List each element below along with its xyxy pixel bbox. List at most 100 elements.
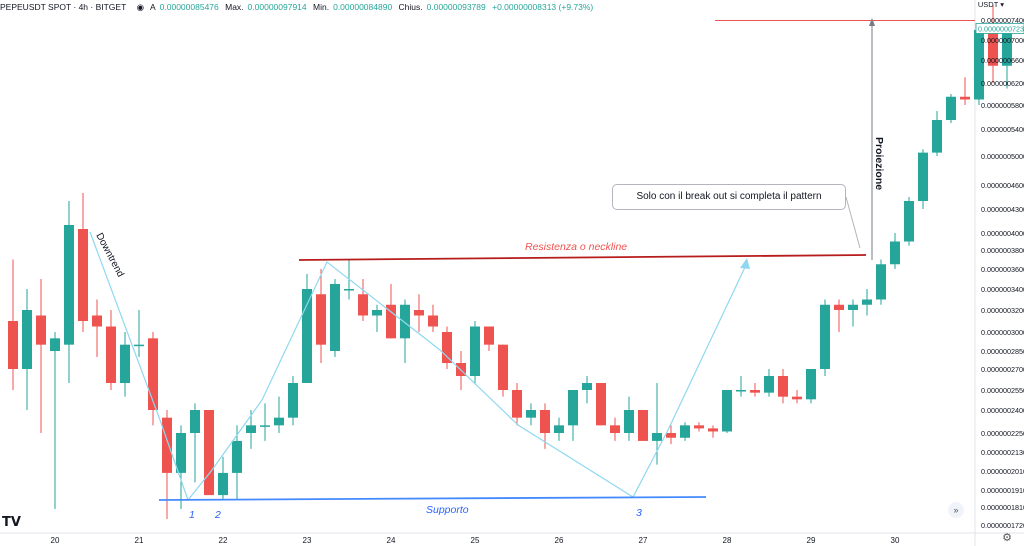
time-tick-label: 26 — [555, 536, 564, 545]
candle-body[interactable] — [162, 417, 172, 473]
candle-body[interactable] — [288, 383, 298, 418]
price-tick-label: 0.0000006600 — [981, 56, 1024, 65]
candle-body[interactable] — [778, 376, 788, 397]
price-tick-label: 0.0000002250 — [981, 429, 1024, 438]
candle-body[interactable] — [764, 376, 774, 393]
candle-body[interactable] — [960, 96, 970, 100]
close-value: 0.00000093789 — [426, 2, 486, 12]
candle-body[interactable] — [470, 326, 480, 377]
candle-body[interactable] — [330, 284, 340, 351]
candle-body[interactable] — [190, 410, 200, 433]
price-tick-label: 0.0000003400 — [981, 285, 1024, 294]
candle-body[interactable] — [904, 201, 914, 242]
candle-body[interactable] — [820, 304, 830, 369]
candle-body[interactable] — [386, 304, 396, 339]
candle-body[interactable] — [218, 472, 228, 496]
eye-icon[interactable]: ◉ — [136, 2, 145, 12]
candle-body[interactable] — [582, 383, 592, 390]
candle-body[interactable] — [484, 326, 494, 345]
projection-arrow-head — [869, 18, 875, 26]
gear-icon[interactable]: ⚙ — [1002, 532, 1012, 544]
support-line[interactable] — [158, 496, 707, 501]
candle-body[interactable] — [78, 229, 88, 321]
candle-body[interactable] — [540, 410, 550, 433]
price-tick-label: 0.0000002700 — [981, 365, 1024, 374]
candle-body[interactable] — [498, 344, 508, 390]
candle-body[interactable] — [694, 425, 704, 429]
candle-body[interactable] — [120, 344, 130, 383]
candle-body[interactable] — [750, 390, 760, 393]
projection-label: Proiezione — [873, 137, 885, 190]
candle-body[interactable] — [302, 289, 312, 383]
candle-body[interactable] — [974, 30, 984, 100]
price-tick-label: 0.0000001720 — [981, 521, 1024, 530]
candle-body[interactable] — [848, 304, 858, 310]
tradingview-logo: TV — [2, 515, 21, 530]
candle-body[interactable] — [666, 433, 676, 438]
candle-body[interactable] — [428, 315, 438, 327]
candle-body[interactable] — [568, 390, 578, 426]
candle-body[interactable] — [232, 440, 242, 473]
price-tick-label: 0.0000002130 — [981, 448, 1024, 457]
candle-body[interactable] — [638, 410, 648, 441]
candle-body[interactable] — [834, 304, 844, 310]
candle-body[interactable] — [442, 332, 452, 363]
callout-note[interactable]: Solo con il break out si completa il pat… — [612, 184, 846, 210]
candle-body[interactable] — [358, 294, 368, 316]
candle-body[interactable] — [736, 390, 746, 392]
candle-body[interactable] — [722, 390, 732, 432]
candle-body[interactable] — [400, 304, 410, 339]
candle-body[interactable] — [36, 315, 46, 345]
change-value: +0.00000008313 (+9.73%) — [492, 2, 594, 12]
candle-body[interactable] — [176, 433, 186, 473]
candle-body[interactable] — [274, 417, 284, 426]
price-tick-label: 0.0000004600 — [981, 181, 1024, 190]
candle-body[interactable] — [806, 369, 816, 400]
candle-body[interactable] — [862, 299, 872, 305]
price-tick-label: 0.0000003000 — [981, 328, 1024, 337]
resistance-line[interactable] — [298, 254, 867, 261]
symbol-title[interactable]: PEPEUSDT SPOT · 4h · BITGET — [0, 2, 127, 12]
candle-body[interactable] — [260, 425, 270, 427]
candle-body[interactable] — [792, 396, 802, 400]
candle-body[interactable] — [134, 344, 144, 347]
candle-body[interactable] — [946, 96, 956, 120]
currency-label[interactable]: USDT ▾ — [977, 0, 1004, 9]
candle-body[interactable] — [316, 294, 326, 345]
candle-body[interactable] — [554, 425, 564, 433]
pattern-zigzag[interactable] — [159, 261, 748, 502]
candle-body[interactable] — [512, 390, 522, 418]
candle-body[interactable] — [204, 410, 214, 496]
time-tick-label: 30 — [891, 536, 900, 545]
candle-body[interactable] — [988, 30, 998, 66]
candle-body[interactable] — [1002, 30, 1012, 66]
candle-body[interactable] — [890, 241, 900, 265]
candle-body[interactable] — [932, 120, 942, 153]
downtrend-line[interactable] — [89, 231, 161, 421]
candle-body[interactable] — [876, 264, 886, 300]
candle-body[interactable] — [106, 326, 116, 384]
candle-body[interactable] — [918, 152, 928, 201]
candle-body[interactable] — [50, 338, 60, 351]
candle-body[interactable] — [92, 315, 102, 327]
candle-body[interactable] — [414, 310, 424, 316]
candle-body[interactable] — [652, 433, 662, 441]
candle-body[interactable] — [596, 383, 606, 426]
scroll-to-realtime-icon[interactable]: » — [948, 502, 964, 518]
candle-body[interactable] — [526, 410, 536, 418]
candle-body[interactable] — [708, 428, 718, 432]
price-tick-label: 0.0000002400 — [981, 406, 1024, 415]
candle-body[interactable] — [246, 425, 256, 433]
high-value: 0.00000097914 — [247, 2, 307, 12]
candle-body[interactable] — [610, 425, 620, 433]
candle-body[interactable] — [64, 225, 74, 345]
candle-body[interactable] — [8, 321, 18, 369]
candle-body[interactable] — [22, 310, 32, 369]
candle-body[interactable] — [372, 310, 382, 316]
candle-body[interactable] — [344, 289, 354, 291]
candle-body[interactable] — [624, 410, 634, 433]
candle-body[interactable] — [148, 338, 158, 410]
candle-body[interactable] — [680, 425, 690, 438]
